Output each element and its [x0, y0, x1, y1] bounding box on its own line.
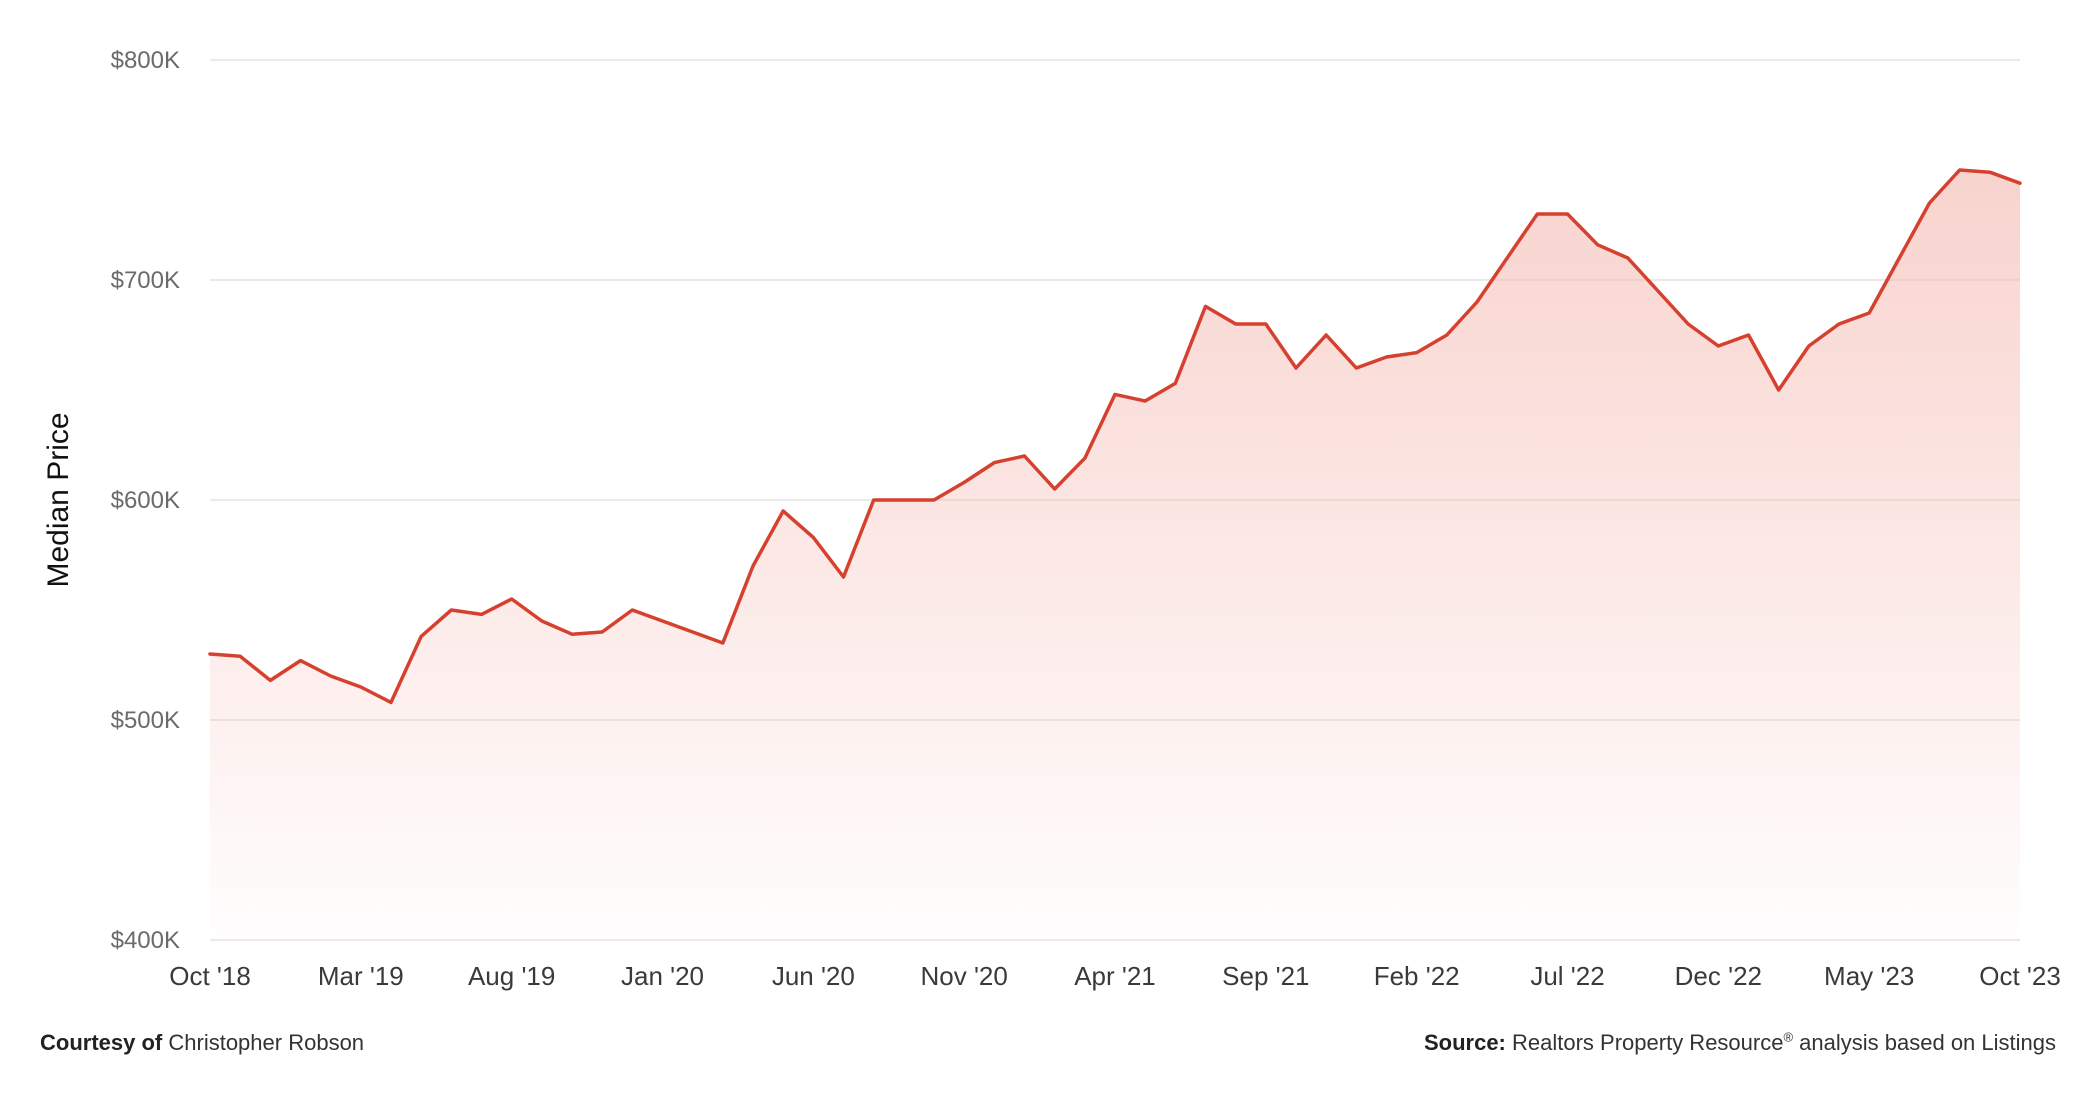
area-fill [210, 170, 2020, 940]
courtesy-credit: Courtesy of Christopher Robson [40, 1030, 364, 1056]
x-tick-label: Nov '20 [920, 961, 1007, 991]
x-tick-label: Mar '19 [318, 961, 404, 991]
registered-mark: ® [1783, 1029, 1794, 1045]
x-tick-label: Jul '22 [1530, 961, 1604, 991]
series-line-median-price [208, 168, 2022, 705]
x-tick-label: May '23 [1824, 961, 1914, 991]
x-tick-label: Apr '21 [1074, 961, 1156, 991]
x-tick-label: Oct '18 [169, 961, 251, 991]
x-tick-label: Aug '19 [468, 961, 555, 991]
courtesy-label: Courtesy of [40, 1030, 163, 1055]
y-tick-label: $700K [111, 267, 180, 294]
source-label: Source: [1423, 1030, 1506, 1055]
y-tick-label: $500K [111, 707, 180, 734]
y-tick-label: $400K [111, 927, 180, 954]
x-tick-label: Feb '22 [1374, 961, 1460, 991]
x-tick-label: Sep '21 [1222, 961, 1309, 991]
x-tick-label: Jun '20 [772, 961, 855, 991]
y-axis-ticks: $400K $500K $600K $700K $800K [111, 47, 180, 954]
source-credit: Source: Realtors Property Resource® anal… [1424, 1030, 2056, 1056]
courtesy-name: Christopher Robson [168, 1030, 365, 1055]
y-tick-label: $800K [111, 47, 180, 74]
y-tick-label: $600K [111, 487, 180, 514]
source-text: Realtors Property Resource [1512, 1030, 1784, 1055]
source-text-suffix: analysis based on Listings [1793, 1030, 2056, 1055]
x-tick-label: Jan '20 [621, 961, 704, 991]
x-tick-label: Oct '23 [1979, 961, 2061, 991]
y-axis-label: Median Price [42, 412, 75, 587]
x-tick-label: Dec '22 [1675, 961, 1762, 991]
x-axis-ticks: Oct '18 Mar '19 Aug '19 Jan '20 Jun '20 Nov '… [169, 961, 2061, 991]
